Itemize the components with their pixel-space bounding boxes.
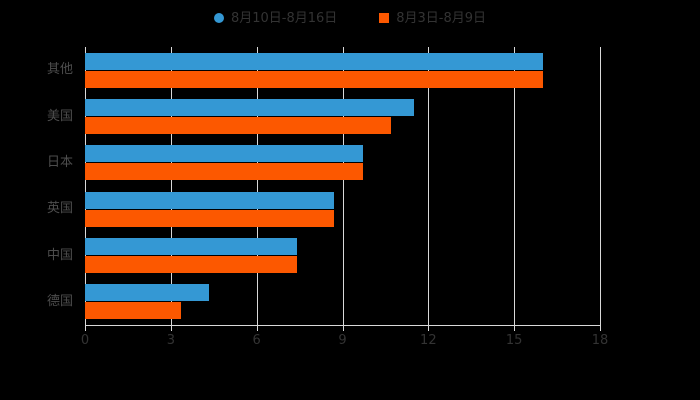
- x-axis-tick-label: 12: [420, 333, 437, 348]
- bar[interactable]: [85, 163, 363, 181]
- x-axis-tick-label: 0: [80, 333, 90, 348]
- x-axis-tick-label: 3: [166, 333, 175, 348]
- bar[interactable]: [85, 302, 181, 320]
- bar[interactable]: [85, 209, 334, 227]
- bar[interactable]: [85, 191, 334, 209]
- bar[interactable]: [85, 117, 392, 134]
- gridline: [514, 47, 516, 325]
- x-axis-tick-mark: [428, 325, 430, 331]
- legend-label-series-1: 8月10日-8月16日: [230, 10, 338, 26]
- x-axis-tick-label: 18: [591, 333, 609, 348]
- x-axis-tick-mark: [170, 325, 172, 331]
- bar[interactable]: [85, 284, 210, 302]
- y-axis-tick-label: 美国: [46, 108, 73, 124]
- bar[interactable]: [85, 99, 415, 116]
- x-axis-tick-label: 9: [338, 333, 347, 348]
- bar[interactable]: [85, 256, 297, 273]
- bar[interactable]: [85, 145, 363, 163]
- square-marker-icon: [379, 13, 390, 23]
- x-axis-tick-label: 6: [252, 333, 261, 348]
- legend-item-series-1[interactable]: 8月10日-8月16日: [213, 10, 338, 26]
- gridline: [428, 47, 430, 325]
- bar[interactable]: [85, 238, 297, 255]
- x-axis-tick-mark: [600, 325, 601, 331]
- legend-item-series-2[interactable]: 8月3日-8月9日: [379, 12, 486, 25]
- bar[interactable]: [85, 52, 543, 70]
- x-axis-tick-mark: [256, 325, 258, 331]
- x-axis-tick-label: 15: [505, 333, 523, 348]
- y-axis-tick-label: 德国: [46, 293, 73, 309]
- y-axis-tick-label: 英国: [46, 201, 73, 217]
- y-axis-tick-label: 中国: [46, 247, 73, 263]
- gridline: [256, 47, 258, 325]
- gridline: [600, 47, 601, 325]
- gridline: [170, 47, 172, 325]
- circle-marker-icon: [213, 13, 224, 23]
- bar[interactable]: [85, 70, 543, 88]
- x-axis-tick-mark: [342, 325, 344, 331]
- x-axis-tick-mark: [514, 325, 516, 331]
- y-axis-tick-label: 日本: [46, 154, 73, 170]
- plot-area: [85, 47, 601, 325]
- chart-legend: 8月10日-8月16日 8月3日-8月9日: [0, 6, 700, 30]
- y-axis-tick-label: 其他: [46, 62, 73, 78]
- gridline: [85, 47, 86, 325]
- gridline: [342, 47, 344, 325]
- y-axis-labels: 其他美国日本英国中国德国: [0, 47, 73, 325]
- x-axis-tick-mark: [85, 325, 86, 331]
- legend-label-series-2: 8月3日-8月9日: [396, 10, 487, 26]
